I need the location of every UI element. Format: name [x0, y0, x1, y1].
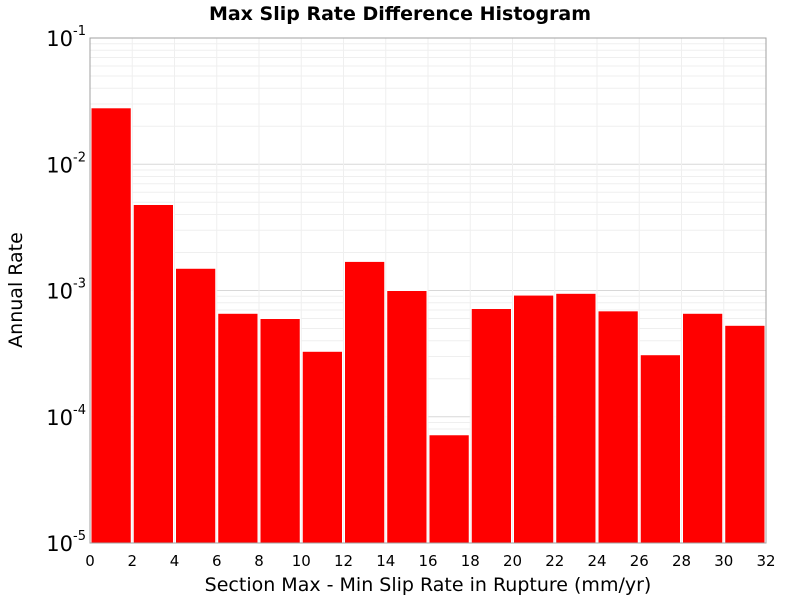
x-tick-label: 14 — [376, 552, 395, 570]
y-tick-exponent: -3 — [73, 277, 86, 292]
x-tick-label: 8 — [254, 552, 264, 570]
x-tick-label: 24 — [587, 552, 606, 570]
y-axis-ticks: 10-510-410-310-210-1 — [46, 24, 86, 556]
histogram-bar — [597, 310, 639, 544]
y-tick: 10 -2 — [46, 150, 86, 177]
y-tick: 10 -4 — [46, 403, 86, 430]
histogram-bar — [175, 267, 217, 544]
histogram-bar — [428, 434, 470, 544]
x-tick-label: 28 — [672, 552, 691, 570]
histogram-bar — [90, 107, 132, 544]
x-tick-label: 2 — [127, 552, 137, 570]
x-tick-label: 10 — [292, 552, 311, 570]
x-tick-label: 20 — [503, 552, 522, 570]
histogram-bar — [724, 324, 766, 544]
y-tick-base: 10 — [46, 406, 73, 430]
y-tick-base: 10 — [46, 532, 73, 556]
histogram-bar — [639, 354, 681, 544]
x-tick-label: 32 — [756, 552, 775, 570]
y-tick: 10 -3 — [46, 277, 86, 304]
histogram-bar — [386, 290, 428, 544]
histogram-bar — [301, 350, 343, 544]
y-tick-exponent: -5 — [73, 529, 86, 544]
histogram-bar — [555, 292, 597, 544]
plot-frame — [89, 37, 767, 544]
y-tick: 10 -5 — [46, 529, 86, 556]
histogram-bar — [513, 294, 555, 544]
y-tick: 10 -1 — [46, 24, 86, 51]
y-axis-label: Annual Rate — [5, 232, 27, 348]
x-tick-label: 12 — [334, 552, 353, 570]
chart-title: Max Slip Rate Difference Histogram — [209, 3, 591, 25]
y-tick-exponent: -2 — [73, 150, 86, 165]
y-tick-base: 10 — [46, 153, 73, 177]
y-tick-exponent: -1 — [73, 24, 86, 39]
x-tick-label: 6 — [212, 552, 222, 570]
x-tick-label: 0 — [85, 552, 95, 570]
histogram-bar — [259, 318, 301, 544]
histogram-bar — [344, 260, 386, 544]
x-axis-label: Section Max - Min Slip Rate in Rupture (… — [205, 574, 652, 596]
histogram-bar — [132, 203, 174, 544]
x-tick-label: 4 — [170, 552, 180, 570]
y-tick-base: 10 — [46, 280, 73, 304]
histogram-bar — [682, 312, 724, 544]
y-tick-base: 10 — [46, 27, 73, 51]
x-tick-label: 22 — [545, 552, 564, 570]
x-axis-ticks: 0 2 4 6 8 10 12 14 16 18 20 22 24 26 28 30 32 — [85, 552, 775, 570]
x-tick-label: 16 — [418, 552, 437, 570]
x-tick-label: 26 — [630, 552, 649, 570]
histogram-bar — [217, 312, 259, 544]
y-tick-exponent: -4 — [73, 403, 86, 418]
x-tick-label: 30 — [714, 552, 733, 570]
histogram-bar — [470, 308, 512, 544]
x-tick-label: 18 — [461, 552, 480, 570]
